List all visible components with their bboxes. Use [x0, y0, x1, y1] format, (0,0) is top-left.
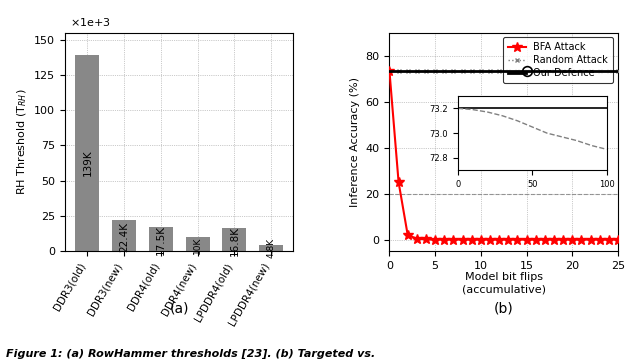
BFA Attack: [395, 180, 403, 185]
BFA Attack: [449, 237, 457, 242]
Text: 139K: 139K: [83, 150, 92, 176]
BFA Attack: [468, 237, 476, 242]
Random Attack: [413, 68, 420, 73]
Text: $\times$1e+3: $\times$1e+3: [70, 16, 110, 28]
Random Attack: [587, 68, 595, 73]
BFA Attack: [422, 237, 430, 242]
Random Attack: [468, 68, 476, 73]
Text: Figure 1: (a) RowHammer thresholds [23]. (b) Targeted vs.: Figure 1: (a) RowHammer thresholds [23].…: [6, 349, 376, 359]
BFA Attack: [486, 237, 494, 242]
Random Attack: [431, 68, 439, 73]
BFA Attack: [440, 237, 448, 242]
Bar: [259, 244, 283, 251]
BFA Attack: [596, 237, 604, 242]
BFA Attack: [587, 237, 595, 242]
BFA Attack: [550, 237, 558, 242]
Random Attack: [477, 68, 484, 73]
Random Attack: [532, 68, 540, 73]
Random Attack: [559, 68, 567, 73]
BFA Attack: [431, 237, 439, 242]
Line: Random Attack: Random Attack: [387, 68, 620, 73]
Random Attack: [422, 68, 430, 73]
BFA Attack: [495, 237, 503, 242]
Line: BFA Attack: BFA Attack: [385, 66, 623, 244]
BFA Attack: [386, 69, 394, 73]
Random Attack: [459, 68, 467, 73]
Bar: [186, 237, 209, 251]
Random Attack: [504, 68, 512, 73]
BFA Attack: [614, 237, 622, 242]
BFA Attack: [477, 237, 484, 242]
Text: (b): (b): [494, 302, 513, 316]
Legend: BFA Attack, Random Attack, Our Defence: BFA Attack, Random Attack, Our Defence: [503, 37, 613, 83]
Random Attack: [513, 68, 521, 73]
Random Attack: [523, 68, 531, 73]
Random Attack: [449, 68, 457, 73]
Y-axis label: RH Threshold (T$_{RH}$): RH Threshold (T$_{RH}$): [15, 89, 29, 195]
BFA Attack: [577, 237, 585, 242]
BFA Attack: [504, 237, 512, 242]
X-axis label: Model bit flips
(accumulative): Model bit flips (accumulative): [461, 272, 546, 294]
Bar: [76, 55, 99, 251]
Bar: [149, 227, 173, 251]
Random Attack: [550, 68, 558, 73]
Random Attack: [614, 68, 622, 73]
BFA Attack: [605, 237, 612, 242]
BFA Attack: [404, 233, 412, 237]
Random Attack: [577, 68, 585, 73]
Text: 10K: 10K: [193, 236, 202, 254]
Random Attack: [596, 68, 604, 73]
Random Attack: [541, 68, 548, 73]
Random Attack: [395, 68, 403, 73]
Text: 22.4K: 22.4K: [119, 222, 129, 252]
BFA Attack: [532, 237, 540, 242]
Text: 4.8K: 4.8K: [267, 238, 276, 258]
BFA Attack: [541, 237, 548, 242]
Random Attack: [440, 68, 448, 73]
Random Attack: [404, 68, 412, 73]
Y-axis label: Inference Accuracy (%): Inference Accuracy (%): [350, 77, 360, 207]
Random Attack: [568, 68, 576, 73]
Random Attack: [605, 68, 612, 73]
Random Attack: [386, 68, 394, 73]
Bar: [223, 228, 246, 251]
Text: 16.8K: 16.8K: [229, 225, 239, 256]
BFA Attack: [413, 237, 420, 241]
Text: 17.5K: 17.5K: [156, 225, 166, 255]
BFA Attack: [559, 237, 567, 242]
BFA Attack: [459, 237, 467, 242]
BFA Attack: [513, 237, 521, 242]
BFA Attack: [568, 237, 576, 242]
Random Attack: [486, 68, 494, 73]
Bar: [112, 220, 136, 251]
Random Attack: [495, 68, 503, 73]
BFA Attack: [523, 237, 531, 242]
Text: (a): (a): [170, 302, 189, 316]
